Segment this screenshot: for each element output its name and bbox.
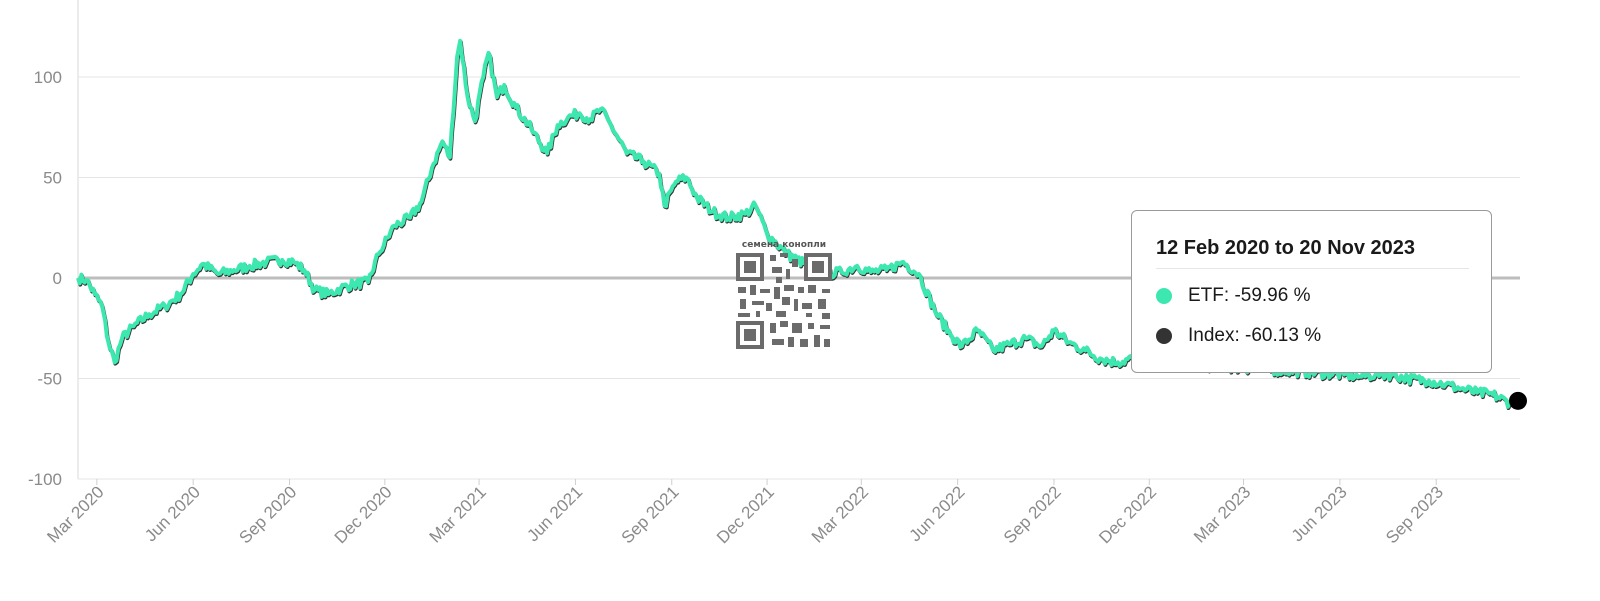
end-point-marker <box>1509 391 1527 410</box>
x-tick-label: Dec 2021 <box>713 482 778 547</box>
etf-legend-dot <box>1156 288 1172 304</box>
y-tick-label: -50 <box>37 370 62 389</box>
x-tick-label: Mar 2022 <box>808 482 872 546</box>
x-tick-label: Dec 2022 <box>1095 482 1160 547</box>
tooltip-etf-value: ETF: -59.96 % <box>1188 285 1311 306</box>
x-tick-label: Jun 2022 <box>906 482 969 545</box>
y-tick-label: 100 <box>34 68 62 87</box>
y-tick-label: -100 <box>28 470 62 489</box>
x-axis-ticks: Mar 2020 Jun 2020 Sep 2020 Dec 2020 Mar 2021… <box>43 479 1447 547</box>
tooltip-index-value: Index: -60.13 % <box>1188 325 1322 346</box>
x-tick-label: Mar 2023 <box>1190 482 1254 546</box>
x-tick-label: Sep 2023 <box>1382 482 1447 547</box>
x-tick-label: Sep 2021 <box>618 482 683 547</box>
x-tick-label: Sep 2022 <box>1000 482 1065 547</box>
index-legend-dot <box>1156 328 1172 344</box>
tooltip-row-etf: ETF: -59.96 % <box>1156 285 1311 307</box>
x-tick-label: Dec 2020 <box>331 482 396 547</box>
tooltip-title: 12 Feb 2020 to 20 Nov 2023 <box>1156 237 1416 259</box>
x-tick-label: Jun 2020 <box>141 482 204 545</box>
x-tick-label: Mar 2021 <box>426 482 490 546</box>
x-tick-label: Sep 2020 <box>235 482 300 547</box>
tooltip-row-index: Index: -60.13 % <box>1156 325 1321 347</box>
y-tick-label: 0 <box>53 269 62 288</box>
qr-caption: семена конопли <box>741 240 827 250</box>
x-tick-label: Jun 2023 <box>1288 482 1351 545</box>
y-axis-ticks: 100 50 0 -50 -100 <box>28 68 62 489</box>
y-tick-label: 50 <box>43 169 62 188</box>
x-tick-label: Mar 2020 <box>43 482 107 546</box>
tooltip-divider <box>1156 268 1469 269</box>
x-tick-label: Jun 2021 <box>523 482 586 545</box>
qr-code-image <box>736 253 832 349</box>
chart-tooltip: 12 Feb 2020 to 20 Nov 2023 ETF: -59.96 %… <box>1131 210 1492 373</box>
markers-layer <box>1509 391 1527 410</box>
